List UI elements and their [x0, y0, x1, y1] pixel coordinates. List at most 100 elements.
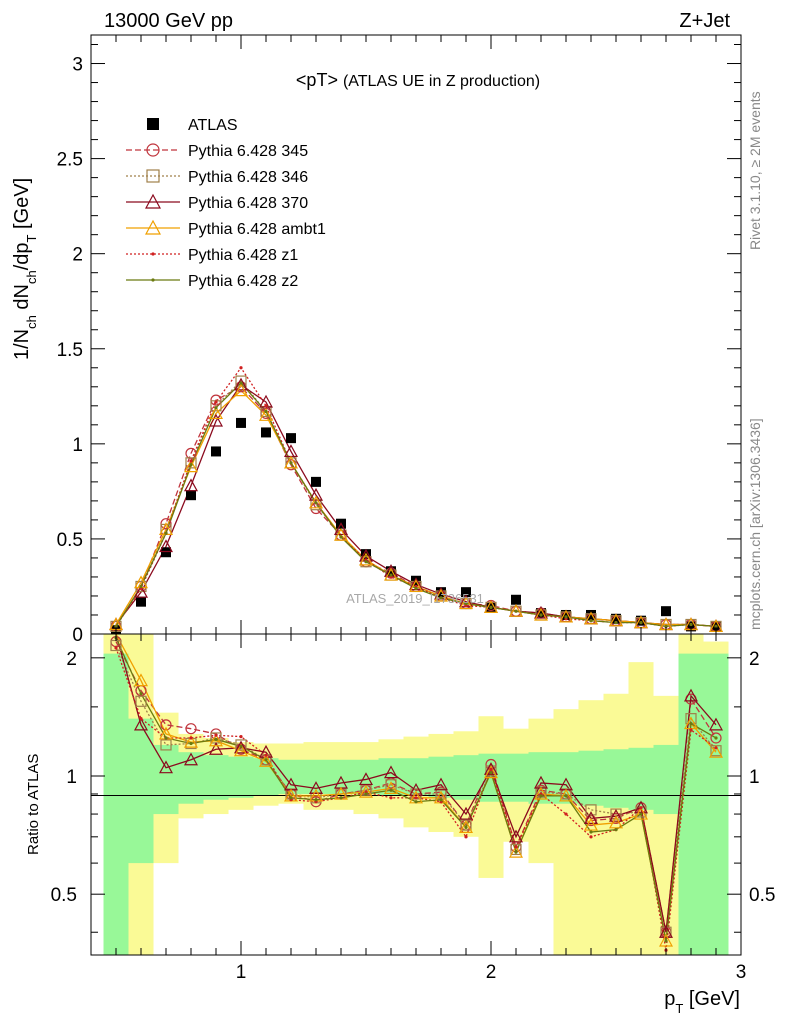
main-point-pythia-6-428-z2 — [489, 605, 493, 609]
ratio-y-tick-label-left: 2 — [66, 649, 77, 670]
ratio-point-pythia-6-428-z2 — [539, 794, 543, 798]
ratio-markers-group — [110, 635, 724, 952]
rivet-label: Rivet 3.1.10, ≥ 2M events — [747, 91, 763, 250]
ratio-inner-band — [453, 755, 479, 800]
main-point-pythia-6-428-370 — [233, 377, 249, 391]
ratio-point-pythia-6-428-370 — [383, 765, 399, 779]
ratio-point-pythia-6-428-ambt1 — [258, 754, 274, 767]
legend-marker-pythia-6-428-345 — [146, 143, 160, 157]
plot-title: <pT> (ATLAS UE in Z production) — [296, 70, 540, 90]
main-point-atlas — [636, 615, 646, 626]
main-y-tick-label: 3 — [72, 55, 83, 76]
ratio-point-pythia-6-428-z2 — [589, 830, 593, 834]
main-y-tick-label: 0 — [72, 625, 83, 646]
main-point-pythia-6-428-ambt1 — [258, 408, 274, 421]
ratio-point-pythia-6-428-370 — [583, 811, 599, 824]
main-point-pythia-6-428-z1 — [239, 366, 243, 370]
main-ticks-group: 0 0.5 1 1.5 2 2.5 3 — [57, 35, 741, 646]
ratio-point-pythia-6-428-346 — [135, 695, 147, 707]
legend-marker-pythia-6-428-370 — [144, 193, 162, 209]
plot-title-sub: (ATLAS UE in Z production) — [343, 73, 540, 90]
ratio-point-pythia-6-428-345 — [710, 732, 722, 744]
main-point-pythia-6-428-z2 — [564, 615, 568, 619]
main-point-pythia-6-428-346 — [235, 375, 247, 387]
main-point-pythia-6-428-z2 — [664, 624, 668, 628]
main-y-tick-label: 2 — [72, 245, 83, 266]
main-point-pythia-6-428-z2 — [389, 573, 393, 577]
ratio-point-pythia-6-428-370 — [183, 752, 199, 766]
main-point-pythia-6-428-z2 — [439, 596, 443, 600]
main-point-pythia-6-428-ambt1 — [283, 455, 299, 469]
ratio-bands-group — [103, 634, 729, 955]
main-point-pythia-6-428-z1 — [214, 400, 218, 404]
ratio-point-pythia-6-428-ambt1 — [583, 817, 599, 831]
ratio-point-pythia-6-428-z1 — [414, 796, 418, 800]
main-point-pythia-6-428-z2 — [114, 624, 118, 628]
x-ticklabels-group: 1 2 3 — [236, 962, 747, 983]
ratio-point-pythia-6-428-z1 — [239, 735, 243, 739]
main-point-pythia-6-428-ambt1 — [408, 579, 424, 593]
ratio-y-tick-label-left: 0.5 — [51, 885, 77, 906]
ratio-point-pythia-6-428-z2 — [239, 744, 243, 748]
ratio-point-pythia-6-428-z1 — [214, 733, 218, 737]
ratio-point-pythia-6-428-ambt1 — [708, 744, 724, 758]
legend-marker-pythia-6-428-ambt1 — [144, 219, 162, 235]
main-point-pythia-6-428-370 — [308, 487, 324, 501]
main-point-atlas — [211, 446, 221, 457]
ratio-y-tick-label-right: 0.5 — [749, 885, 775, 906]
ratio-y-tick-label-right: 2 — [749, 649, 760, 670]
ratio-inner-band — [128, 718, 154, 864]
ratio-point-pythia-6-428-z2 — [464, 825, 468, 829]
ratio-inner-band — [653, 744, 679, 815]
ratio-point-pythia-6-428-ambt1 — [133, 673, 149, 687]
ratio-point-pythia-6-428-346 — [585, 804, 597, 816]
main-markers-group — [108, 366, 724, 636]
ratio-point-pythia-6-428-z1 — [689, 728, 693, 732]
main-point-pythia-6-428-z2 — [414, 586, 418, 590]
ratio-point-pythia-6-428-z2 — [289, 796, 293, 800]
legend-label-pythia-6-428-346: Pythia 6.428 346 — [188, 169, 308, 186]
ratio-point-pythia-6-428-z2 — [264, 758, 268, 762]
main-point-atlas — [286, 433, 296, 444]
ratio-outer-band — [653, 695, 679, 955]
main-point-pythia-6-428-ambt1 — [458, 596, 474, 610]
main-point-pythia-6-428-ambt1 — [608, 613, 624, 627]
ratio-point-pythia-6-428-z2 — [614, 828, 618, 832]
main-point-pythia-6-428-z2 — [139, 584, 143, 589]
ratio-point-pythia-6-428-z2 — [489, 771, 493, 775]
ratio-point-pythia-6-428-z1 — [114, 646, 118, 650]
watermark: ATLAS_2019_I1736531 — [346, 591, 484, 606]
main-point-pythia-6-428-z2 — [639, 620, 643, 625]
process-label: Z+Jet — [679, 10, 730, 32]
ratio-point-pythia-6-428-ambt1 — [508, 844, 524, 858]
legend-marker-pythia-6-428-346 — [146, 169, 160, 183]
main-point-pythia-6-428-370 — [333, 522, 349, 536]
ratio-point-pythia-6-428-345 — [185, 723, 197, 735]
legend-label-pythia-6-428-z2: Pythia 6.428 z2 — [188, 273, 298, 290]
ratio-point-pythia-6-428-z2 — [364, 792, 368, 796]
ratio-point-pythia-6-428-z2 — [664, 939, 668, 943]
ratio-point-pythia-6-428-370 — [508, 829, 524, 843]
ratio-outer-band — [578, 700, 604, 955]
ratio-point-pythia-6-428-ambt1 — [658, 933, 674, 947]
main-point-pythia-6-428-z2 — [539, 613, 543, 617]
ratio-point-pythia-6-428-370 — [258, 744, 274, 758]
ratio-point-pythia-6-428-370 — [158, 760, 174, 774]
legend: ATLAS Pythia 6.428 345 Pythia 6.428 346 Pyt… — [126, 117, 326, 290]
ratio-point-pythia-6-428-z1 — [139, 717, 143, 721]
ratio-point-pythia-6-428-ambt1 — [633, 806, 649, 820]
legend-label-pythia-6-428-z1: Pythia 6.428 z1 — [188, 247, 298, 264]
main-point-pythia-6-428-z2 — [264, 409, 268, 414]
x-tick-label: 2 — [486, 962, 497, 983]
main-point-pythia-6-428-z2 — [214, 406, 218, 410]
main-y-tick-label: 0.5 — [57, 530, 83, 551]
main-panel: 0 0.5 1 1.5 2 2.5 3 ATLAS_2019_I1736531 <pT> (… — [11, 34, 742, 646]
ratio-inner-band — [628, 747, 654, 810]
main-point-pythia-6-428-ambt1 — [358, 552, 374, 566]
ratio-point-pythia-6-428-z2 — [389, 788, 393, 792]
ratio-point-pythia-6-428-z1 — [389, 796, 393, 800]
ratio-point-pythia-6-428-370 — [458, 806, 474, 820]
main-point-pythia-6-428-370 — [158, 539, 174, 553]
main-point-pythia-6-428-370 — [533, 605, 549, 619]
main-point-pythia-6-428-ambt1 — [533, 607, 549, 621]
